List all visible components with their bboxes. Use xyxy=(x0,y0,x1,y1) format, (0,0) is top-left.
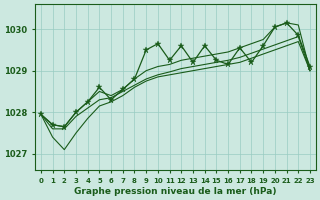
X-axis label: Graphe pression niveau de la mer (hPa): Graphe pression niveau de la mer (hPa) xyxy=(74,187,277,196)
